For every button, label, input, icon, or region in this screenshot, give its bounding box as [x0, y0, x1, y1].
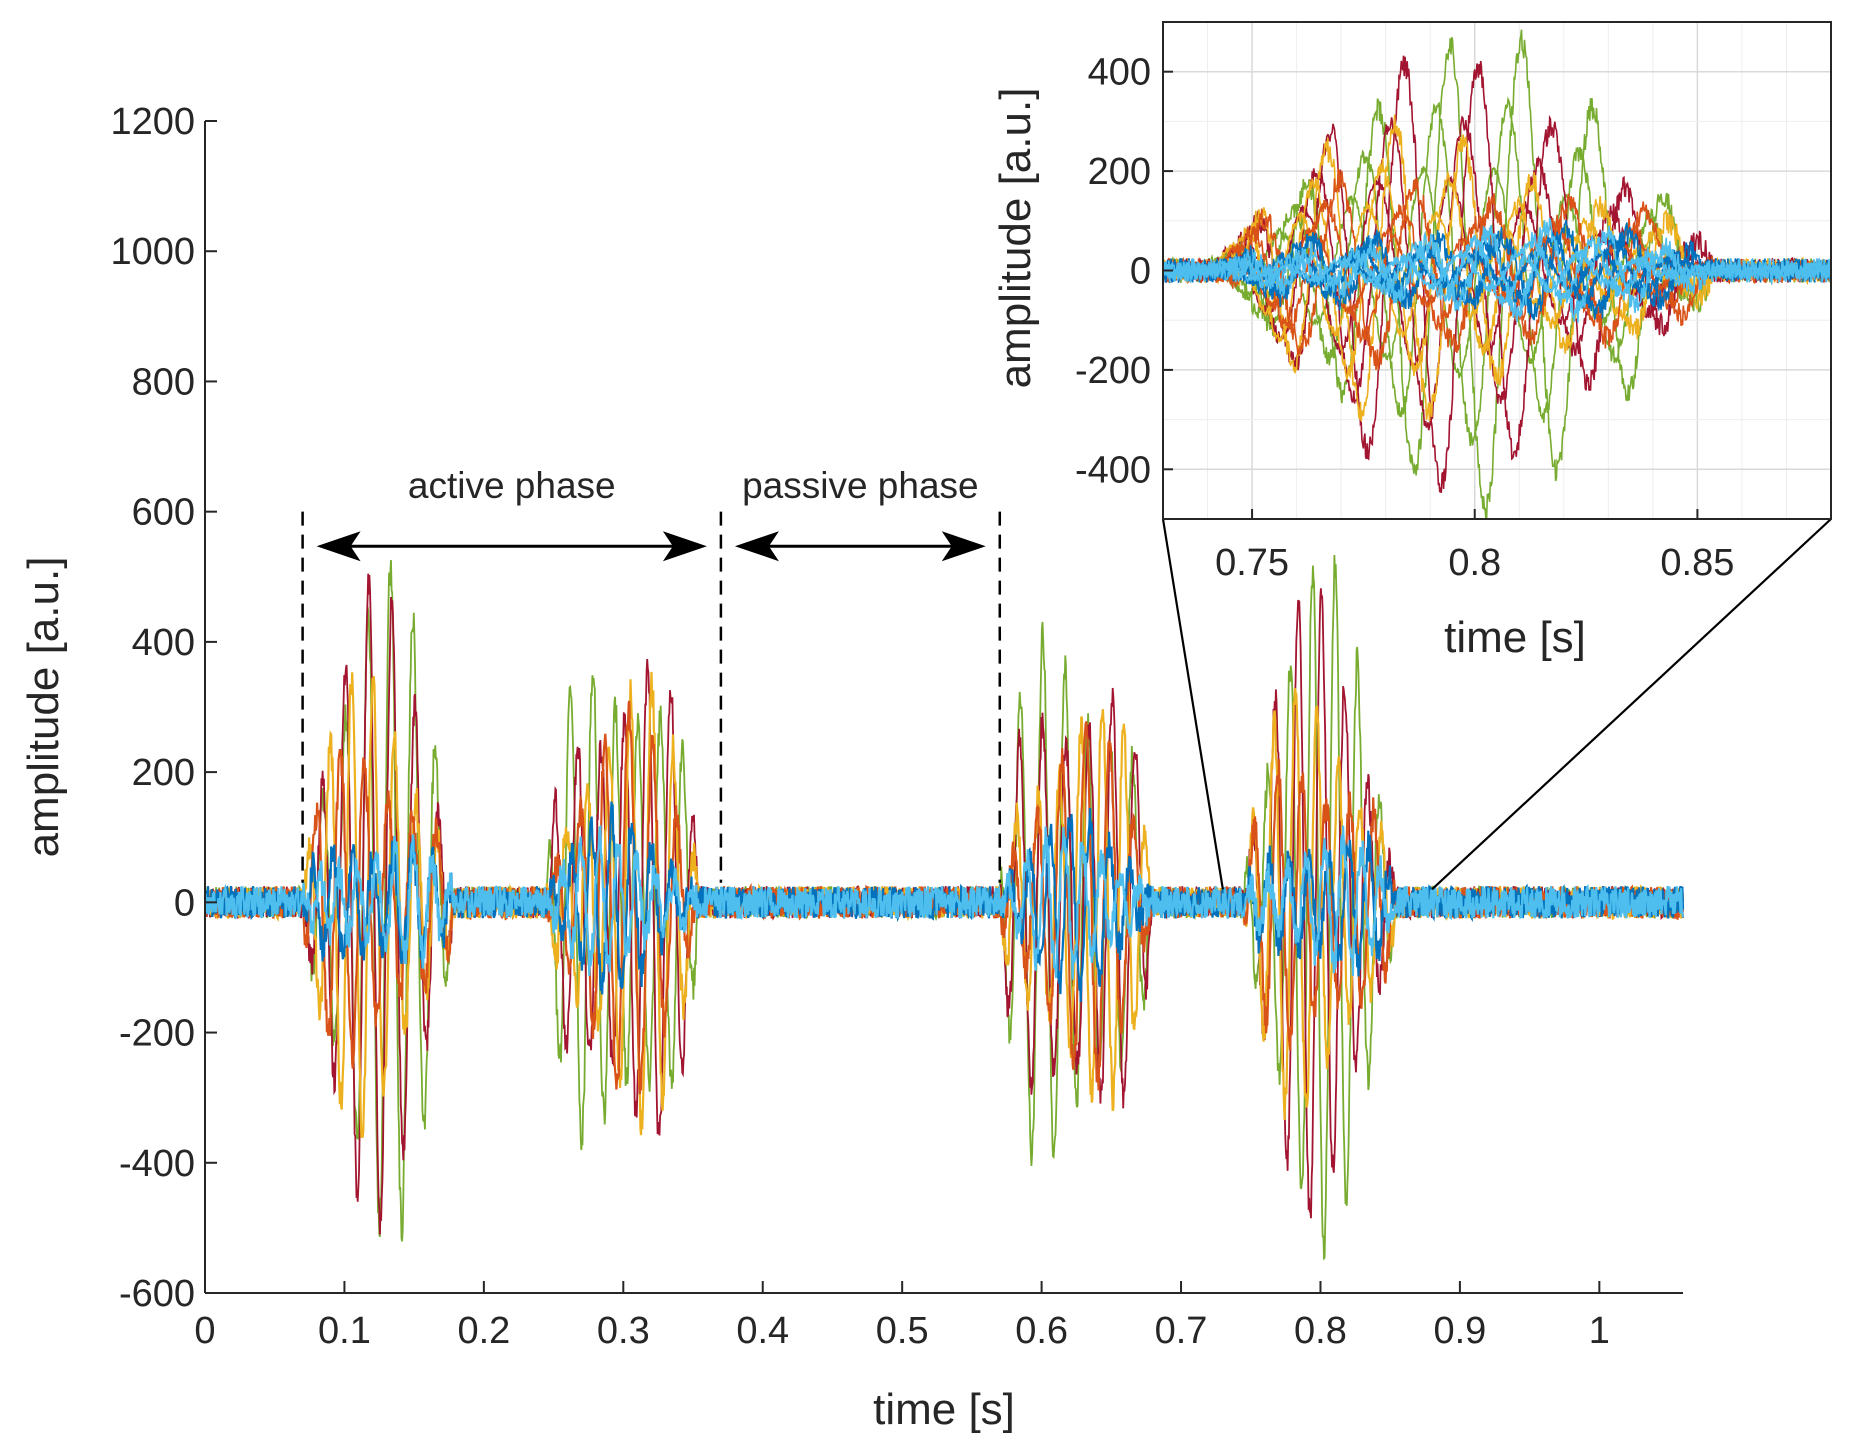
phase-arrow-head-right — [662, 531, 707, 562]
main-x-tick-label: 0.7 — [1155, 1310, 1208, 1352]
inset-x-ticks: 0.75 0.8 0.85 — [1215, 509, 1734, 584]
phase-annotations: active phase passive phase — [316, 465, 986, 562]
inset-series-line — [1163, 218, 1831, 323]
inset-y-axis-label: amplitude [a.u.] — [991, 88, 1040, 389]
zoom-connectors — [1161, 518, 1832, 891]
inset-chart: -400 -200 0 200 400 0.75 0.8 0.85 time [s] amp… — [991, 21, 1832, 662]
main-x-tick-label: 0.2 — [457, 1310, 510, 1352]
main-x-tick-label: 0 — [194, 1310, 215, 1352]
main-y-ticks: -600 -400 -200 0 200 400 600 800 1000 1200 — [110, 101, 217, 1315]
inset-y-ticks: -400 -200 0 200 400 — [1075, 52, 1173, 491]
inset-y-tick-label: 400 — [1088, 52, 1151, 94]
main-y-axis-label: amplitude [a.u.] — [19, 557, 68, 858]
main-y-tick-label: 1200 — [110, 101, 195, 143]
phase-arrow-head-left — [734, 531, 779, 562]
main-series-line — [203, 824, 1685, 980]
inset-y-tick-label: 200 — [1088, 151, 1151, 193]
main-x-axis-label: time [s] — [873, 1385, 1015, 1434]
zoom-connector-right — [1431, 518, 1832, 891]
main-y-tick-label: 200 — [132, 752, 195, 794]
zoom-connector-left — [1161, 518, 1224, 890]
inset-x-tick-label: 0.85 — [1660, 542, 1734, 584]
main-x-tick-label: 0.1 — [318, 1310, 371, 1352]
main-y-tick-label: -600 — [119, 1273, 195, 1315]
inset-y-tick-label: 0 — [1130, 251, 1151, 293]
main-x-tick-label: 0.6 — [1015, 1310, 1068, 1352]
main-x-tick-label: 0.4 — [736, 1310, 789, 1352]
inset-x-tick-label: 0.8 — [1448, 542, 1501, 584]
main-y-tick-label: 0 — [174, 882, 195, 924]
main-y-tick-label: -200 — [119, 1013, 195, 1055]
main-y-tick-label: 1000 — [110, 231, 195, 273]
phase-arrow-head-left — [316, 531, 361, 562]
main-x-ticks: 0 0.1 0.2 0.3 0.4 0.5 0.6 0.7 0.8 0.9 1 — [194, 1281, 1610, 1352]
main-y-tick-label: 600 — [132, 492, 195, 534]
main-x-tick-label: 0.9 — [1433, 1310, 1486, 1352]
phase-markers — [301, 511, 1002, 883]
phase-label: active phase — [408, 465, 616, 506]
main-y-tick-label: -400 — [119, 1143, 195, 1185]
main-y-tick-label: 800 — [132, 361, 195, 403]
main-x-tick-label: 0.3 — [597, 1310, 650, 1352]
main-x-tick-label: 1 — [1589, 1310, 1610, 1352]
inset-traces — [1163, 29, 1831, 519]
main-x-tick-label: 0.8 — [1294, 1310, 1347, 1352]
main-chart: active phase passive phase -600 -400 -200 0 2… — [19, 101, 1685, 1434]
inset-x-axis-label: time [s] — [1444, 613, 1586, 662]
inset-x-tick-label: 0.75 — [1215, 542, 1289, 584]
inset-series-line — [1163, 244, 1831, 294]
inset-y-tick-label: -400 — [1075, 449, 1151, 491]
main-x-tick-label: 0.5 — [876, 1310, 929, 1352]
inset-y-tick-label: -200 — [1075, 350, 1151, 392]
phase-arrow-head-right — [941, 531, 986, 562]
main-traces — [203, 554, 1685, 1261]
main-y-tick-label: 400 — [132, 622, 195, 664]
phase-label: passive phase — [742, 465, 979, 506]
